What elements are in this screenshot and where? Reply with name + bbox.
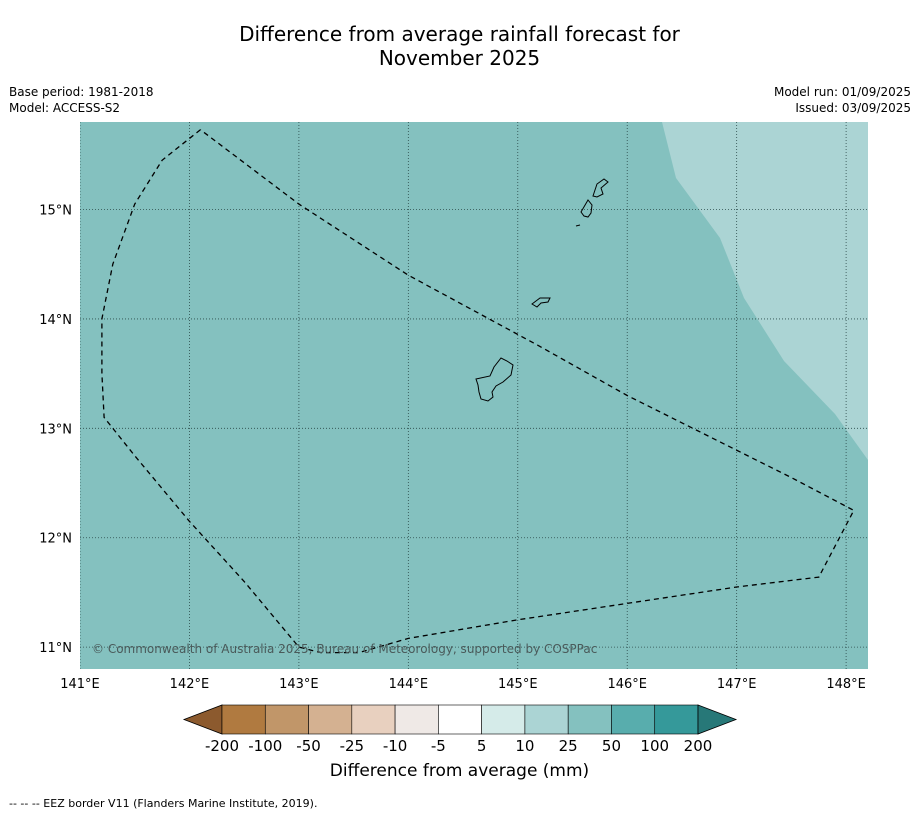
lon-tick-label: 143°E — [279, 677, 319, 692]
colorbar-tick-label: 25 — [559, 737, 578, 755]
colorbar-bin — [308, 704, 353, 735]
lat-tick-label: 12°N — [39, 532, 72, 547]
colorbar — [182, 704, 738, 735]
title-line-2: November 2025 — [378, 46, 541, 70]
colorbar-tick-label: 50 — [602, 737, 621, 755]
lat-tick-label: 13°N — [39, 422, 72, 437]
lat-tick-label: 15°N — [39, 204, 72, 219]
colorbar-labels: -200 -100 -50 -25 -10 -5 5 10 25 50 100 200 — [205, 737, 712, 755]
colorbar-bin — [351, 704, 396, 735]
colorbar-bin — [567, 704, 612, 735]
base-period-label: Base period: 1981-2018 — [9, 85, 154, 99]
lon-tick-label: 148°E — [826, 677, 866, 692]
islands — [475, 178, 609, 402]
eez-footnote: -- -- -- EEZ border V11 (Flanders Marine… — [9, 797, 318, 810]
lon-tick-label: 145°E — [498, 677, 538, 692]
colorbar-tick-label: -50 — [296, 737, 321, 755]
lon-tick-label: 141°E — [60, 677, 100, 692]
eez-border — [101, 129, 855, 654]
colorbar-bin — [611, 704, 656, 735]
colorbar-tick-label: 100 — [640, 737, 669, 755]
colorbar-tick-label: -100 — [248, 737, 282, 755]
colorbar-tick-label: -25 — [340, 737, 365, 755]
longitude-ticks: 141°E 142°E 143°E 144°E 145°E 146°E 147°E 148°E — [60, 677, 866, 692]
colorbar-bin — [481, 704, 526, 735]
forecast-region-10-25mm — [662, 122, 868, 460]
island-aguijan — [575, 224, 581, 227]
lon-tick-label: 142°E — [170, 677, 210, 692]
model-label: Model: ACCESS-S2 — [9, 101, 121, 115]
colorbar-tick-label: 10 — [515, 737, 534, 755]
colorbar-bin — [264, 704, 309, 735]
colorbar-bin — [438, 704, 482, 735]
latitude-ticks: 11°N 12°N 13°N 14°N 15°N — [39, 204, 72, 657]
island-rota — [531, 297, 551, 308]
issued-label: Issued: 03/09/2025 — [795, 101, 911, 115]
meta-right: Model run: 01/09/2025 Issued: 03/09/2025 — [774, 84, 911, 116]
colorbar-tick-label: -10 — [383, 737, 408, 755]
colorbar-tick-label: -200 — [205, 737, 239, 755]
lat-tick-label: 11°N — [39, 641, 72, 656]
lat-tick-label: 14°N — [39, 313, 72, 328]
colorbar-bin — [654, 704, 699, 735]
island-guam — [475, 357, 514, 402]
lon-tick-label: 144°E — [389, 677, 429, 692]
island-saipan — [592, 178, 609, 198]
gridlines — [80, 122, 868, 669]
meta-left: Base period: 1981-2018 Model: ACCESS-S2 — [9, 84, 154, 116]
lon-tick-label: 147°E — [717, 677, 757, 692]
colorbar-extend-low — [182, 704, 223, 735]
title-line-1: Difference from average rainfall forecas… — [239, 22, 680, 46]
colorbar-bin — [394, 704, 439, 735]
colorbar-bin — [221, 704, 266, 735]
colorbar-tick-label: 200 — [684, 737, 713, 755]
model-run-label: Model run: 01/09/2025 — [773, 85, 911, 99]
chart-title: Difference from average rainfall forecas… — [0, 22, 919, 70]
lon-tick-label: 146°E — [607, 677, 647, 692]
colorbar-tick-label: -5 — [431, 737, 446, 755]
colorbar-tick-label: 5 — [477, 737, 487, 755]
colorbar-title: Difference from average (mm) — [329, 761, 590, 781]
colorbar-bin — [524, 704, 569, 735]
colorbar-extend-high — [697, 704, 738, 735]
copyright-notice: © Commonwealth of Australia 2025, Bureau… — [92, 642, 597, 656]
island-tinian — [580, 199, 593, 218]
